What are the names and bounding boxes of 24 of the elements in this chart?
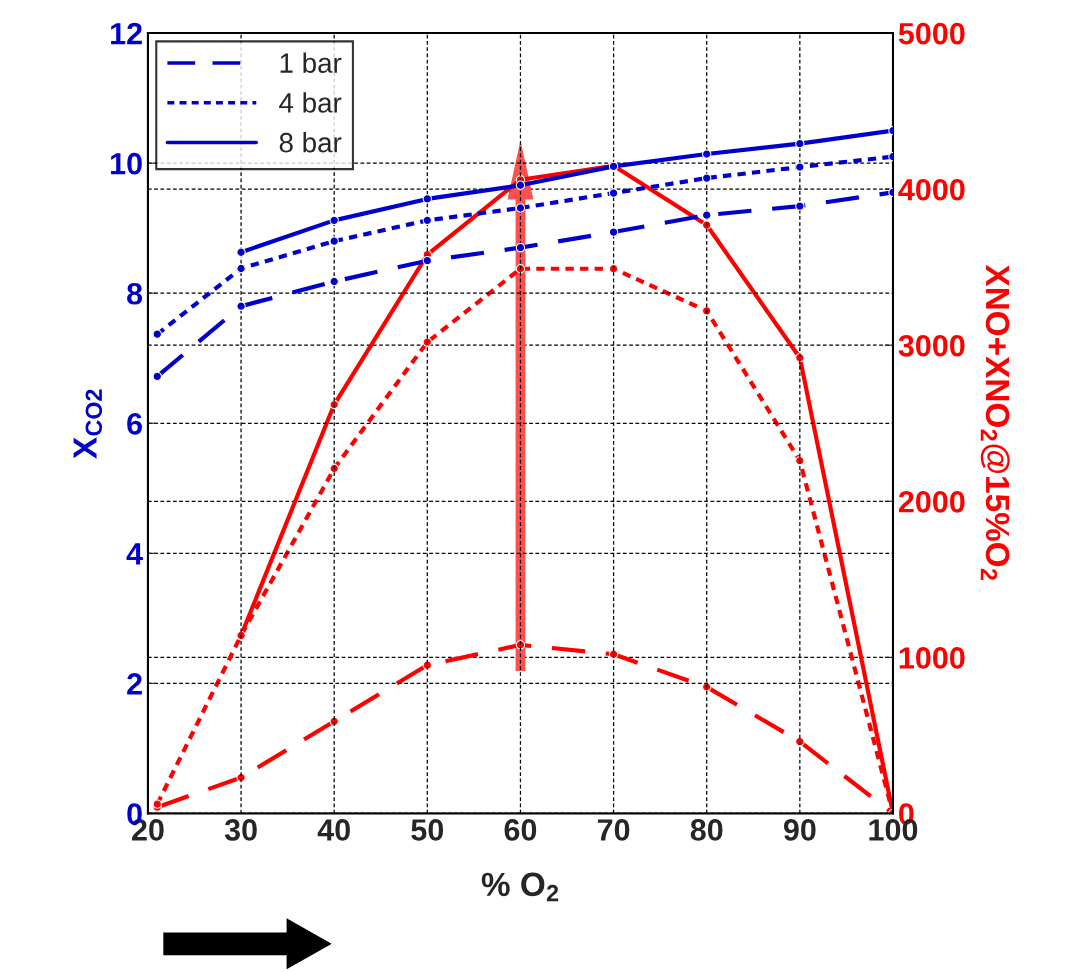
y-tick-label: 8 (127, 282, 143, 305)
legend-label: 8 bar (279, 132, 342, 153)
y2-axis-title: XNO+XNO$_{2}$@15%O$_{2}$ (980, 264, 1010, 581)
y-tick-label: 4 (126, 543, 143, 565)
y2-tick-label: 3000 (898, 334, 965, 357)
y2-tick-label: 1000 (899, 647, 965, 669)
x-tick-label: 50 (411, 819, 444, 841)
x-tick-label: 60 (504, 819, 537, 841)
x-axis-title: % O$_{2}$ (481, 872, 559, 902)
y-tick-label: 10 (111, 152, 142, 175)
y-axis-title: X$_{CO2}$ (73, 389, 103, 459)
y2-tick-label: 2000 (898, 491, 965, 513)
x-tick-label: 70 (597, 819, 630, 841)
y2-tick-label: 4000 (898, 178, 965, 201)
legend-label: 4 bar (279, 92, 342, 113)
y2-tick-label: 5000 (898, 22, 965, 45)
y-tick-label: 6 (127, 412, 142, 435)
y-tick-label: 12 (111, 22, 142, 45)
x-tick-label: 30 (224, 819, 257, 841)
x-tick-label: 90 (783, 819, 816, 841)
x-tick-label: 80 (690, 819, 723, 841)
x-tick-label: 40 (317, 819, 350, 841)
legend-label: 1 bar (280, 52, 342, 73)
y-tick-label: 2 (127, 673, 142, 695)
